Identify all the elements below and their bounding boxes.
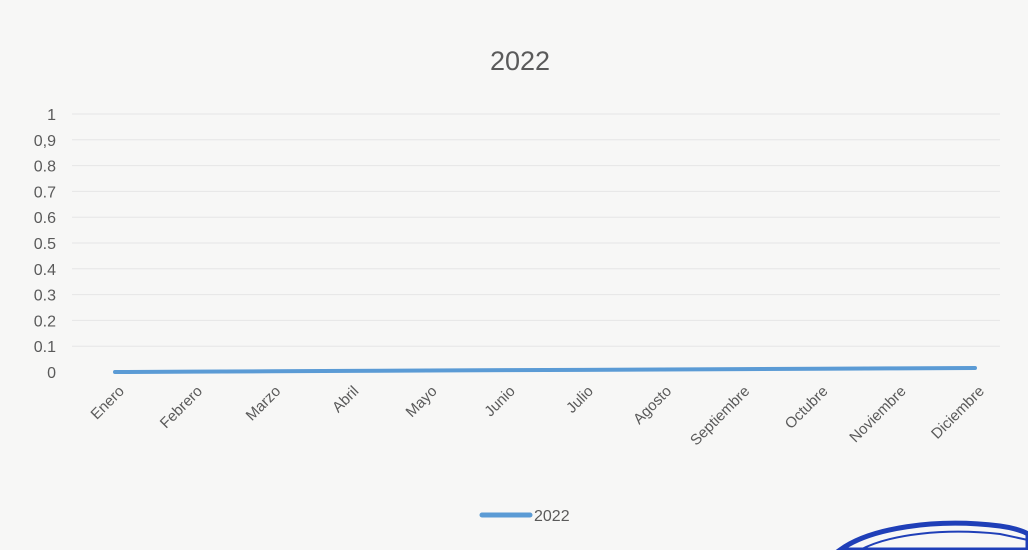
y-tick-label: 0.8 xyxy=(34,159,56,176)
y-tick-label: 0 xyxy=(47,365,56,382)
y-tick-label: 1 xyxy=(47,107,56,124)
x-tick-label: Septiembre xyxy=(687,383,753,449)
x-tick-label: Agosto xyxy=(630,383,675,428)
stamp-seal xyxy=(835,520,1028,550)
x-tick-label: Mayo xyxy=(403,383,441,421)
x-axis-ticks: Enero Febrero Marzo Abril Mayo Junio Julio Agos… xyxy=(88,383,988,449)
y-tick-label: 0.2 xyxy=(34,313,56,330)
series-lines xyxy=(113,366,977,374)
y-tick-label: 0.7 xyxy=(34,184,56,201)
x-tick-label: Marzo xyxy=(243,383,284,424)
y-tick-label: 0.4 xyxy=(34,262,56,279)
x-tick-label: Abril xyxy=(329,383,362,416)
y-tick-label: 0.3 xyxy=(34,288,56,305)
legend-label: 2022 xyxy=(534,508,570,525)
y-tick-label: 0.1 xyxy=(34,339,56,356)
x-tick-label: Diciembre xyxy=(928,383,988,443)
gridlines xyxy=(72,113,1000,347)
chart-title: 2022 xyxy=(490,46,550,76)
series-line xyxy=(113,366,977,374)
x-tick-label: Noviembre xyxy=(846,383,909,446)
x-tick-label: Julio xyxy=(563,383,597,417)
y-tick-label: 0.6 xyxy=(34,210,56,227)
x-tick-label: Enero xyxy=(88,383,128,423)
x-tick-label: Febrero xyxy=(157,383,206,432)
y-axis-ticks: 1 0,9 0.8 0.7 0.6 0.5 0.4 0.3 0.2 0.1 0 xyxy=(34,107,56,382)
y-tick-label: 0,9 xyxy=(34,133,56,150)
x-tick-label: Octubre xyxy=(782,383,832,433)
x-tick-label: Junio xyxy=(481,383,518,420)
y-tick-label: 0.5 xyxy=(34,236,56,253)
legend: 2022 xyxy=(479,508,570,525)
